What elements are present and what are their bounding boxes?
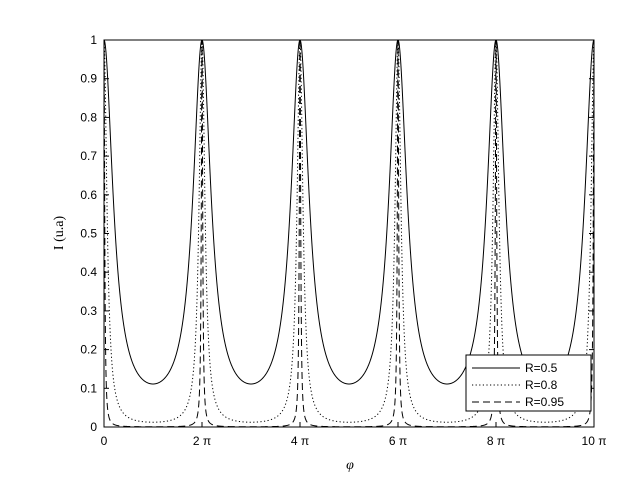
y-tick-label: 0.2	[80, 343, 97, 357]
y-tick-label: 0.3	[80, 304, 97, 318]
y-axis-label: I (u.a)	[52, 216, 67, 251]
tick-labels: 0 2 π 4 π 6 π 8 π 10 π 0 0.1 0.2 0.3 0.4 0.5 0.6 0.7 0…	[80, 33, 606, 448]
y-tick-label: 0.5	[80, 227, 97, 241]
y-tick-label: 0.7	[80, 149, 97, 163]
x-tick-label: 10 π	[582, 434, 607, 448]
series-line-1	[103, 39, 595, 385]
x-axis-label: φ	[346, 458, 354, 473]
legend: R=0.5 R=0.8 R=0.95	[465, 354, 592, 412]
legend-label-1: R=0.5	[525, 361, 558, 375]
y-tick-label: 0.1	[80, 381, 97, 395]
y-tick-label: 0.9	[80, 72, 97, 86]
x-tick-label: 6 π	[389, 434, 407, 448]
x-tick-label: 0	[101, 434, 108, 448]
x-tick-label: 4 π	[291, 434, 309, 448]
y-tick-label: 0.4	[80, 265, 97, 279]
y-tick-label: 0.6	[80, 188, 97, 202]
legend-label-3: R=0.95	[525, 395, 564, 409]
y-tick-label: 0	[90, 420, 97, 434]
x-tick-label: 8 π	[487, 434, 505, 448]
x-tick-label: 2 π	[193, 434, 211, 448]
legend-label-2: R=0.8	[525, 378, 558, 392]
y-tick-label: 0.8	[80, 110, 97, 124]
y-tick-label: 1	[90, 33, 97, 47]
ticks	[103, 39, 595, 428]
